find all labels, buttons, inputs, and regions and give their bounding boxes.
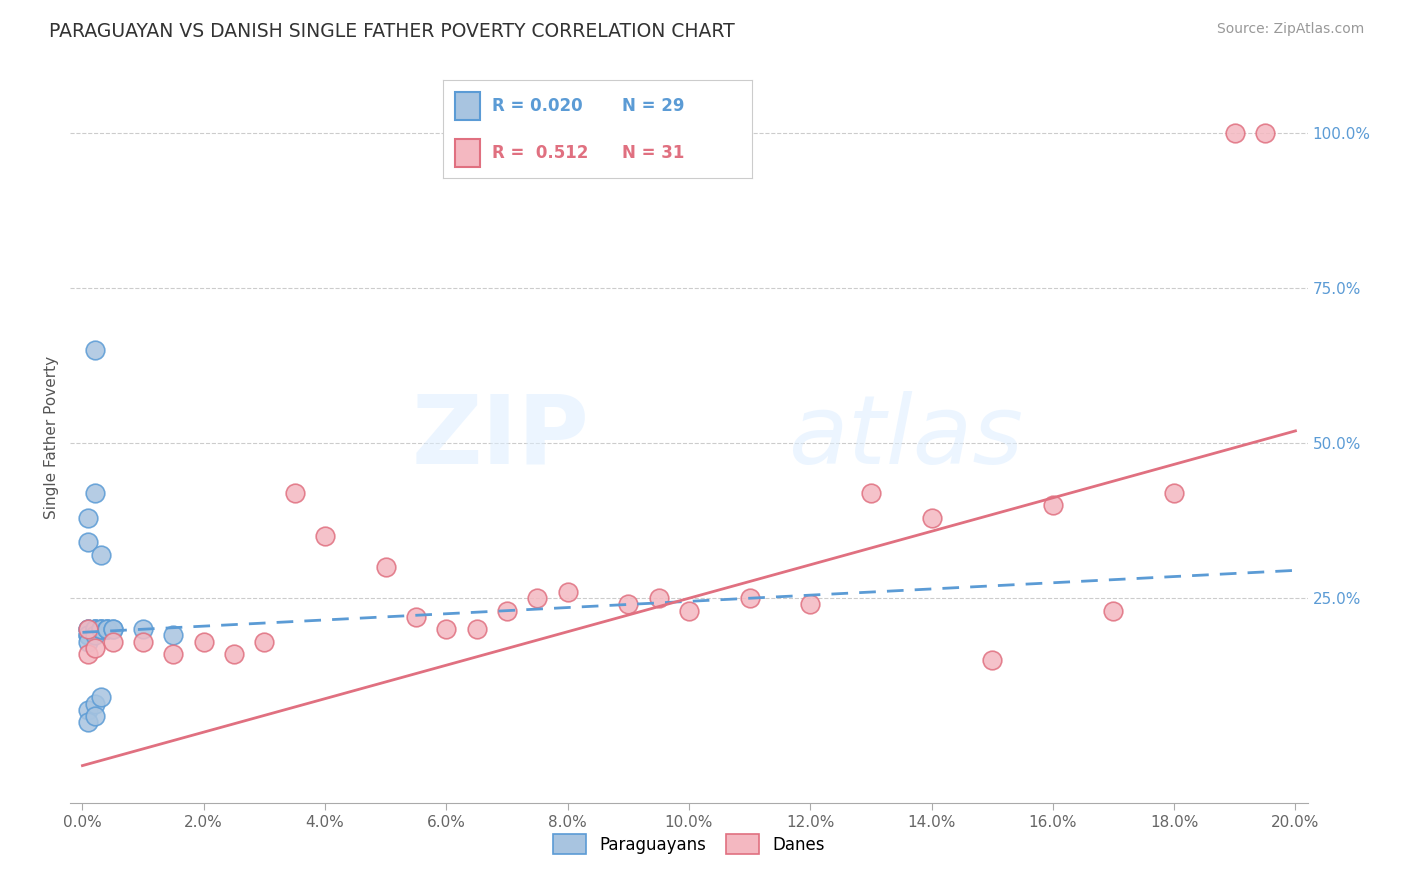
Point xyxy=(434,622,457,636)
Point xyxy=(77,510,100,524)
Point xyxy=(132,634,155,648)
Point xyxy=(77,703,100,717)
Point xyxy=(374,560,396,574)
Text: Source: ZipAtlas.com: Source: ZipAtlas.com xyxy=(1216,22,1364,37)
Point xyxy=(96,622,118,636)
Point xyxy=(1163,486,1185,500)
Point xyxy=(90,690,112,705)
Point xyxy=(83,622,105,636)
Point xyxy=(647,591,669,606)
Point xyxy=(1042,498,1064,512)
Point xyxy=(162,647,184,661)
Point xyxy=(77,535,100,549)
Text: atlas: atlas xyxy=(787,391,1024,483)
Point xyxy=(101,634,124,648)
Text: R = 0.020: R = 0.020 xyxy=(492,97,583,115)
Point xyxy=(101,622,124,636)
Point xyxy=(83,343,105,358)
Point xyxy=(77,622,100,636)
Point xyxy=(77,647,100,661)
Point xyxy=(526,591,548,606)
Text: PARAGUAYAN VS DANISH SINGLE FATHER POVERTY CORRELATION CHART: PARAGUAYAN VS DANISH SINGLE FATHER POVER… xyxy=(49,22,735,41)
Point xyxy=(1102,604,1125,618)
Point xyxy=(77,628,100,642)
Point xyxy=(83,709,105,723)
Point xyxy=(496,604,519,618)
Point xyxy=(77,715,100,730)
Point xyxy=(101,622,124,636)
FancyBboxPatch shape xyxy=(456,139,479,167)
FancyBboxPatch shape xyxy=(456,92,479,120)
Point xyxy=(1254,126,1277,140)
Point xyxy=(77,628,100,642)
Text: N = 29: N = 29 xyxy=(623,97,685,115)
Point xyxy=(859,486,882,500)
Point xyxy=(617,598,640,612)
Point xyxy=(83,640,105,655)
Point xyxy=(83,697,105,711)
Point xyxy=(222,647,245,661)
Point xyxy=(253,634,276,648)
Point xyxy=(162,628,184,642)
Point xyxy=(77,622,100,636)
Point xyxy=(90,548,112,562)
Text: ZIP: ZIP xyxy=(412,391,591,483)
Legend: Paraguayans, Danes: Paraguayans, Danes xyxy=(546,828,832,860)
Point xyxy=(193,634,215,648)
Point xyxy=(678,604,700,618)
Text: N = 31: N = 31 xyxy=(623,144,685,161)
Point xyxy=(83,622,105,636)
Point xyxy=(1223,126,1246,140)
Y-axis label: Single Father Poverty: Single Father Poverty xyxy=(44,356,59,518)
Point xyxy=(96,622,118,636)
Point xyxy=(314,529,336,543)
Point xyxy=(96,622,118,636)
Point xyxy=(405,610,427,624)
Point xyxy=(921,510,943,524)
Point xyxy=(83,486,105,500)
Point xyxy=(90,622,112,636)
Point xyxy=(465,622,488,636)
Point xyxy=(90,622,112,636)
Text: R =  0.512: R = 0.512 xyxy=(492,144,589,161)
Point xyxy=(799,598,821,612)
Point xyxy=(83,622,105,636)
Point xyxy=(90,622,112,636)
Point xyxy=(981,653,1004,667)
Point xyxy=(83,628,105,642)
Point xyxy=(557,585,579,599)
Point xyxy=(284,486,307,500)
Point xyxy=(77,622,100,636)
Point xyxy=(77,634,100,648)
Point xyxy=(132,622,155,636)
Point xyxy=(738,591,761,606)
